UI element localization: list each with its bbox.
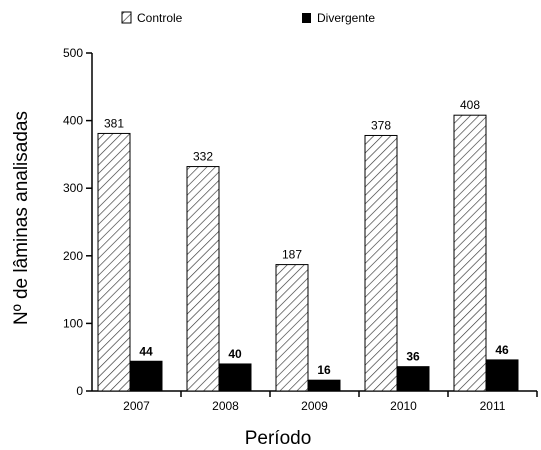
data-label-controle-2008: 332 bbox=[193, 150, 213, 164]
bar-controle-2011 bbox=[453, 114, 487, 392]
legend-label-divergente: Divergente bbox=[317, 11, 375, 25]
y-axis-title: Nº de lâminas analisadas bbox=[11, 111, 32, 325]
legend: Controle Divergente bbox=[121, 11, 375, 25]
data-label-divergente-2011: 46 bbox=[495, 343, 509, 357]
axes: 0 100 200 300 400 500 2007 2008 2009 2010 2011 bbox=[63, 46, 538, 413]
x-tick-label: 2010 bbox=[390, 399, 417, 413]
bar-controle-2008 bbox=[186, 166, 220, 392]
data-label-divergente-2009: 16 bbox=[317, 363, 331, 377]
legend-label-controle: Controle bbox=[137, 11, 183, 25]
y-tick-label: 0 bbox=[76, 384, 83, 398]
x-tick-label: 2007 bbox=[123, 399, 150, 413]
bar-divergente-2010 bbox=[396, 366, 430, 392]
legend-swatch-divergente bbox=[302, 13, 311, 23]
y-tick-label: 500 bbox=[63, 46, 83, 60]
y-tick-label: 400 bbox=[63, 114, 83, 128]
bar-controle-2007 bbox=[97, 132, 131, 392]
data-label-divergente-2010: 36 bbox=[406, 350, 420, 364]
x-axis-title: Período bbox=[245, 428, 312, 449]
data-label-controle-2011: 408 bbox=[460, 98, 480, 112]
data-label-controle-2009: 187 bbox=[282, 248, 302, 262]
data-label-controle-2010: 378 bbox=[371, 118, 391, 132]
data-label-controle-2007: 381 bbox=[104, 116, 124, 130]
x-tick-label: 2008 bbox=[212, 399, 239, 413]
data-label-divergente-2008: 40 bbox=[228, 347, 242, 361]
bar-controle-2010 bbox=[364, 134, 398, 392]
legend-swatch-controle bbox=[121, 11, 132, 24]
bar-divergente-2008 bbox=[218, 363, 252, 392]
bar-divergente-2011 bbox=[485, 359, 519, 392]
bar-controle-2009 bbox=[275, 264, 309, 392]
y-tick-label: 100 bbox=[63, 316, 83, 330]
data-label-divergente-2007: 44 bbox=[139, 344, 153, 358]
x-tick-label: 2011 bbox=[480, 399, 506, 413]
y-tick-label: 200 bbox=[63, 249, 83, 263]
bars bbox=[97, 114, 519, 392]
y-tick-label: 300 bbox=[63, 181, 83, 195]
bar-divergente-2007 bbox=[129, 360, 163, 392]
x-tick-label: 2009 bbox=[301, 399, 328, 413]
data-labels: 381 44 332 40 187 16 378 36 408 46 bbox=[104, 98, 509, 377]
bar-divergente-2009 bbox=[307, 379, 341, 392]
